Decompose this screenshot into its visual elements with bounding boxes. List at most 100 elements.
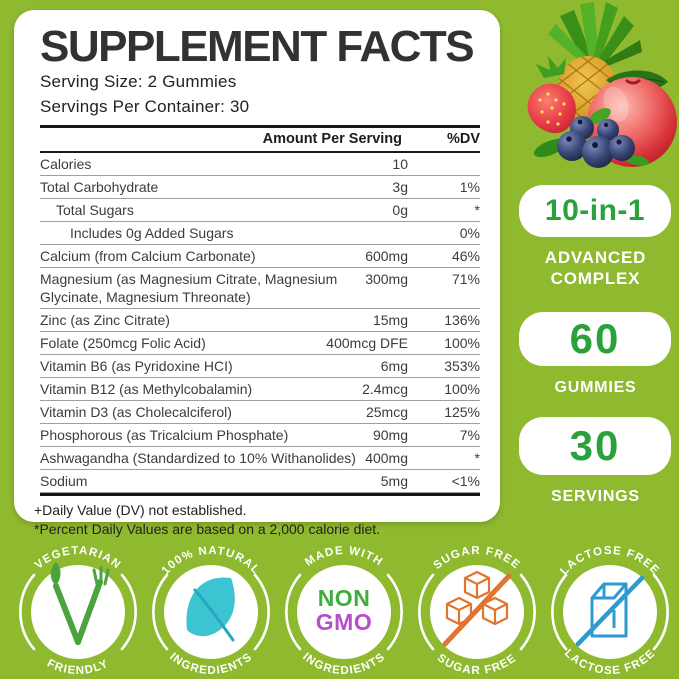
gummies-label: GUMMIES — [554, 379, 637, 396]
badge-non-gmo: MADE WITH INGREDIENTS NON GMO — [285, 545, 403, 677]
fruits-illustration — [527, 2, 677, 168]
nutrient-amount: 90mg — [372, 427, 408, 443]
nutrient-name: Ashwagandha (Standardized to 10% Withano… — [40, 450, 356, 466]
divider-thick — [40, 493, 480, 496]
nutrient-amount: 25mcg — [365, 404, 408, 420]
dv-header: %DV — [446, 131, 480, 147]
footnote-percent: *Percent Daily Values are based on a 2,0… — [34, 521, 381, 537]
sidebar: 10-in-1 ADVANCED COMPLEX 60 GUMMIES 30 S… — [512, 0, 679, 540]
nutrient-dv: 71% — [451, 271, 480, 287]
nutrient-dv: 0% — [459, 225, 480, 241]
table-row: Vitamin B12 (as Methylcobalamin) 2.4mcg … — [40, 378, 480, 401]
footnotes: +Daily Value (DV) not established. *Perc… — [34, 501, 490, 539]
nutrient-name: Includes 0g Added Sugars — [70, 225, 234, 241]
nutrient-amount: 15mg — [372, 312, 408, 328]
leaf-icon — [186, 577, 235, 642]
arc-left — [418, 573, 435, 651]
table-row: Sodium 5mg <1% — [40, 470, 480, 493]
gummies-count-pill: 60 — [519, 312, 671, 366]
nutrient-dv: * — [474, 450, 480, 466]
table-row: Vitamin B6 (as Pyridoxine HCI) 6mg 353% — [40, 355, 480, 378]
nutrient-amount: 2.4mcg — [362, 381, 408, 397]
table-row: Ashwagandha (Standardized to 10% Withano… — [40, 447, 480, 470]
table-header-row: Amount Per Serving %DV — [40, 128, 480, 153]
advanced-text: ADVANCED — [544, 248, 647, 267]
complex-pill-text: 10-in-1 — [544, 194, 646, 227]
table-row: Calories 10 — [40, 153, 480, 176]
table-row: Phosphorous (as Tricalcium Phosphate) 90… — [40, 424, 480, 447]
arc-left — [152, 573, 169, 651]
nutrient-dv: 100% — [444, 381, 480, 397]
svg-text:FRIENDLY: FRIENDLY — [45, 657, 111, 677]
nutrient-dv: <1% — [451, 473, 480, 489]
nutrient-name: Vitamin D3 (as Cholecalciferol) — [40, 404, 232, 420]
nutrient-dv: * — [474, 202, 480, 218]
servings-count-text: 30 — [569, 422, 621, 469]
nutrient-name: Vitamin B6 (as Pyridoxine HCI) — [40, 358, 233, 374]
badge-circle — [297, 565, 391, 659]
table-row: Calcium (from Calcium Carbonate) 600mg 4… — [40, 245, 480, 268]
nutrient-name: Total Carbohydrate — [40, 179, 159, 195]
arc-right — [652, 573, 669, 651]
nutrient-name: Vitamin B12 (as Methylcobalamin) — [40, 381, 253, 397]
servings-count-pill: 30 — [519, 417, 671, 475]
panel-title: SUPPLEMENT FACTS — [40, 22, 475, 71]
amount-header: Amount Per Serving — [262, 131, 402, 147]
blueberries-icon — [557, 116, 635, 168]
nutrient-dv: 100% — [444, 335, 480, 351]
nutrient-name: Calories — [40, 156, 92, 172]
supplement-facts-panel: SUPPLEMENT FACTS Serving Size: 2 Gummies… — [14, 10, 500, 537]
footnote-dv: +Daily Value (DV) not established. — [34, 502, 247, 518]
arc-left — [19, 573, 36, 651]
nutrient-dv: 1% — [459, 179, 480, 195]
complex-text: COMPLEX — [550, 269, 641, 288]
arc-left — [285, 573, 302, 651]
gummies-count-text: 60 — [569, 315, 621, 362]
nutrient-dv: 7% — [459, 427, 480, 443]
table-row: Zinc (as Zinc Citrate) 15mg 136% — [40, 309, 480, 332]
arc-right — [120, 573, 137, 651]
badge-bottom-label: FRIENDLY — [45, 657, 110, 677]
table-row: Total Carbohydrate 3g 1% — [40, 176, 480, 199]
table-row: Total Sugars 0g * — [40, 199, 480, 222]
advanced-complex-label: ADVANCED COMPLEX — [512, 247, 679, 289]
sugar-cubes-crossed-icon — [442, 570, 512, 647]
nutrient-name: Zinc (as Zinc Citrate) — [40, 312, 170, 328]
nutrient-dv: 125% — [444, 404, 480, 420]
badge-vegetarian-friendly: VEGETARIAN FRIENDLY — [19, 545, 137, 677]
non-gmo-text: NON GMO — [316, 585, 372, 635]
nutrient-amount: 600mg — [365, 248, 408, 264]
nutrient-amount: 5mg — [380, 473, 408, 489]
servings-per-container: Servings Per Container: 30 — [40, 97, 250, 116]
non-text: NON — [318, 585, 371, 611]
arc-right — [253, 573, 270, 651]
nutrient-name: Magnesium (as Magnesium Citrate, Magnesi… — [40, 271, 338, 305]
nutrient-amount: 400mg — [365, 450, 408, 466]
arc-right — [386, 573, 403, 651]
servings-label: SERVINGS — [551, 488, 640, 505]
nutrient-amount: 300mg — [365, 271, 408, 287]
nutrient-name: Sodium — [40, 473, 88, 489]
nutrient-amount: 400mcg DFE — [326, 335, 408, 351]
milk-carton-crossed-icon — [575, 575, 645, 647]
nutrient-name: Calcium (from Calcium Carbonate) — [40, 248, 256, 264]
nutrient-name: Total Sugars — [56, 202, 134, 218]
badge-natural-ingredients: 100% NATURAL INGREDIENTS — [152, 545, 270, 677]
nutrient-name: Folate (250mcg Folic Acid) — [40, 335, 206, 351]
nutrient-amount: 10 — [392, 156, 408, 172]
pineapple-crown — [548, 2, 642, 70]
nutrient-amount: 6mg — [380, 358, 408, 374]
nutrient-dv: 46% — [451, 248, 480, 264]
divider-thick — [40, 125, 480, 128]
badge-lactose-free: LACTOSE FREE LACTOSE FREE — [551, 545, 669, 677]
strawberry-icon — [527, 56, 576, 134]
nutrient-amount: 3g — [392, 179, 408, 195]
table-row: Folate (250mcg Folic Acid) 400mcg DFE 10… — [40, 332, 480, 355]
vegetarian-fork-knife-icon — [50, 562, 110, 645]
badge-sugar-free: SUGAR FREE SUGAR FREE — [418, 545, 536, 677]
table-row: Magnesium (as Magnesium Citrate, Magnesi… — [40, 268, 480, 309]
serving-size: Serving Size: 2 Gummies — [40, 72, 237, 91]
nutrient-amount: 0g — [392, 202, 408, 218]
complex-pill: 10-in-1 — [519, 185, 671, 237]
